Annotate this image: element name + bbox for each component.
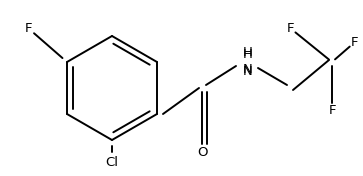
Text: O: O [197,146,207,159]
Text: F: F [351,36,359,49]
Text: F: F [24,21,32,34]
Text: H
N: H N [243,48,253,76]
Text: N: N [243,65,253,78]
Text: F: F [328,103,336,117]
Text: H: H [243,46,253,59]
Text: F: F [286,21,294,34]
Text: Cl: Cl [106,156,118,168]
